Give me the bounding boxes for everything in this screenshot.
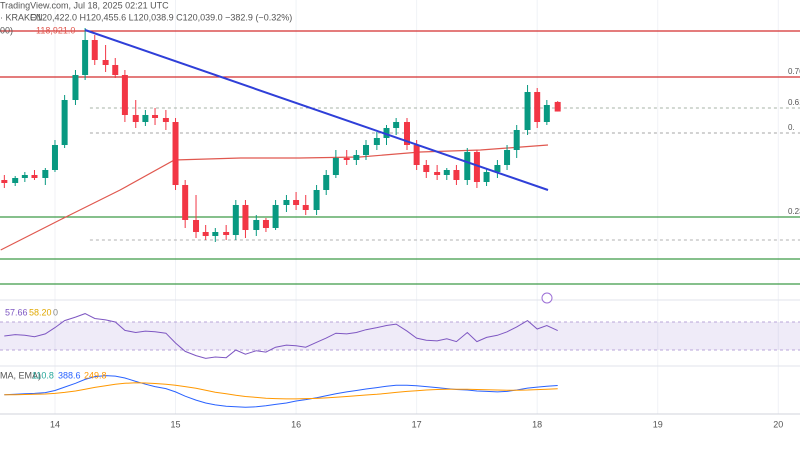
exchange: · KRAKEN — [0, 12, 43, 22]
level-label: 0.23 — [788, 207, 800, 216]
candle-body — [162, 118, 169, 122]
x-tick-label: 16 — [291, 419, 301, 429]
candle-body — [12, 178, 19, 183]
rsi-legend: 58.20 — [29, 307, 52, 317]
candle-body — [483, 172, 490, 182]
x-tick-label: 14 — [50, 419, 60, 429]
candle-body — [423, 165, 430, 172]
candle-body — [353, 155, 360, 160]
candle-body — [132, 115, 139, 122]
candle-body — [504, 150, 511, 165]
candle-body — [464, 152, 471, 180]
candle-body — [302, 205, 309, 210]
candle-body — [293, 200, 300, 205]
candle-body — [332, 158, 339, 175]
x-tick-label: 15 — [171, 419, 181, 429]
level-label: 0. — [788, 123, 795, 132]
candle-body — [473, 152, 480, 182]
ohlc: O120,422.0 H120,455.6 L120,038.9 C120,03… — [30, 12, 292, 22]
candle-body — [262, 220, 269, 228]
candle-body — [494, 165, 501, 172]
candle-body — [242, 205, 249, 230]
candle-body — [61, 100, 68, 145]
candle-body — [1, 180, 8, 183]
candle-body — [82, 40, 89, 75]
candle-body — [313, 190, 320, 210]
candle-body — [42, 170, 49, 178]
x-tick-label: 17 — [412, 419, 422, 429]
candle-body — [112, 65, 119, 75]
macd-line — [4, 382, 558, 400]
candle-body — [172, 122, 179, 185]
candle-body — [31, 175, 38, 178]
candle-body — [363, 145, 370, 155]
ma-value: 118,921.0 — [36, 25, 75, 35]
x-tick-label: 19 — [653, 419, 663, 429]
x-tick-label: 20 — [773, 419, 783, 429]
macd-legend: 110.8 — [32, 370, 54, 380]
candle-body — [524, 92, 531, 130]
candle-body — [554, 101, 561, 112]
candle-body — [373, 138, 380, 145]
candle-body — [434, 172, 441, 175]
candle-body — [513, 130, 520, 150]
event-icon — [541, 292, 553, 304]
candle-body — [283, 200, 290, 205]
level-label: 0.61 — [788, 98, 800, 107]
candle-body — [202, 232, 209, 236]
candle-body — [403, 122, 410, 145]
candle-body — [413, 145, 420, 165]
candle-body — [393, 122, 400, 128]
candle-body — [212, 232, 219, 236]
candle-body — [272, 205, 279, 228]
rsi-line — [4, 313, 558, 359]
candle-body — [383, 128, 390, 138]
trendline — [84, 29, 549, 191]
plot — [0, 28, 800, 408]
source: TradingView.com, Jul 18, 2025 02:21 UTC — [0, 0, 169, 10]
macd-legend: 388.6 — [58, 370, 81, 380]
candle-body — [152, 115, 159, 118]
candle-body — [534, 92, 541, 122]
candle-body — [443, 170, 450, 175]
macd-legend: MA, EMA) — [0, 370, 41, 380]
moving-average — [0, 144, 549, 251]
macd-line — [4, 375, 558, 408]
candle-body — [21, 175, 28, 178]
candle-body — [253, 220, 260, 230]
candle-body — [102, 60, 109, 65]
x-tick-label: 18 — [532, 419, 542, 429]
candle-body — [453, 170, 460, 180]
candle-body — [91, 40, 98, 60]
rsi-legend: 0 — [53, 307, 58, 317]
candle-body — [182, 185, 189, 220]
candle-body — [323, 175, 330, 190]
candle-body — [543, 105, 550, 122]
level-label: 0.76 — [788, 67, 800, 76]
candle-body — [121, 75, 128, 115]
candle-body — [51, 145, 58, 170]
candle-body — [193, 220, 200, 232]
rsi-legend: 57.66 — [5, 307, 28, 317]
candle-body — [72, 75, 79, 100]
candle-body — [223, 232, 230, 235]
candle-body — [232, 205, 239, 235]
candle-body — [343, 158, 350, 160]
ma-label: 00) — [0, 25, 13, 35]
candle-body — [142, 115, 149, 122]
macd-legend: 249.8 — [84, 370, 107, 380]
